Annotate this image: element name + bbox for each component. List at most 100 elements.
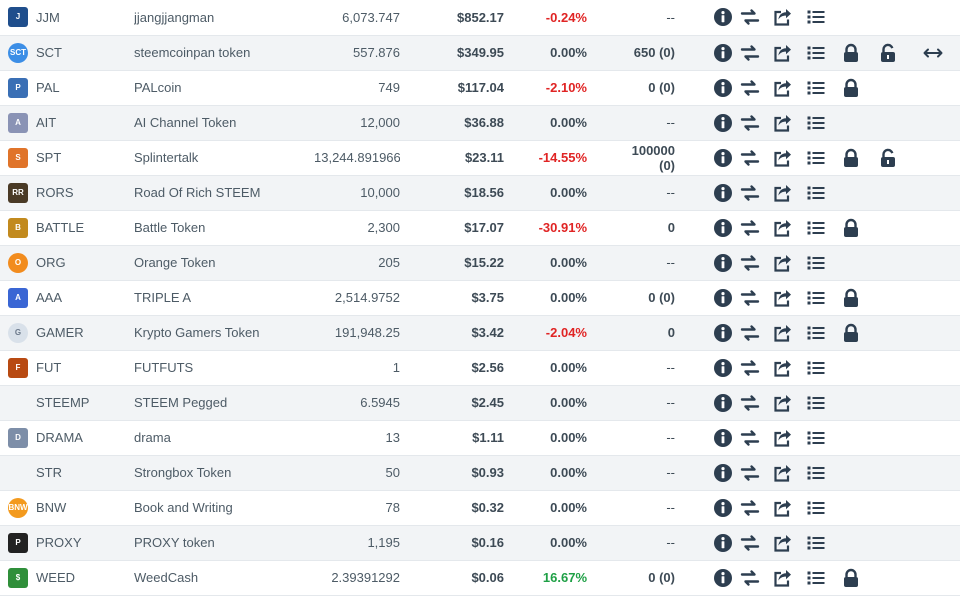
- bnw-token-icon: BNW: [8, 497, 28, 518]
- lock-icon[interactable]: [841, 148, 861, 168]
- swap-icon[interactable]: [740, 183, 760, 203]
- list-icon[interactable]: [806, 113, 826, 133]
- swap-icon[interactable]: [740, 358, 760, 378]
- list-icon[interactable]: [806, 393, 826, 413]
- swap-icon[interactable]: [740, 498, 760, 518]
- info-icon[interactable]: [713, 78, 733, 98]
- token-symbol[interactable]: PAL: [36, 70, 134, 106]
- token-symbol[interactable]: ORG: [36, 245, 134, 281]
- lock-icon[interactable]: [841, 43, 861, 63]
- list-icon[interactable]: [806, 183, 826, 203]
- delegate-icon[interactable]: [923, 43, 943, 63]
- token-symbol[interactable]: GAMER: [36, 315, 134, 351]
- swap-icon[interactable]: [740, 148, 760, 168]
- list-icon[interactable]: [806, 253, 826, 273]
- token-symbol[interactable]: SPT: [36, 140, 134, 176]
- share-icon[interactable]: [773, 288, 793, 308]
- share-icon[interactable]: [773, 253, 793, 273]
- unlock-icon[interactable]: [878, 148, 898, 168]
- token-symbol[interactable]: PROXY: [36, 525, 134, 561]
- share-icon[interactable]: [773, 568, 793, 588]
- info-icon[interactable]: [713, 393, 733, 413]
- list-icon[interactable]: [806, 218, 826, 238]
- token-symbol[interactable]: STEEMP: [36, 385, 134, 421]
- share-icon-cell: [766, 420, 799, 456]
- share-icon[interactable]: [773, 7, 793, 27]
- lock-icon[interactable]: [841, 288, 861, 308]
- swap-icon[interactable]: [740, 78, 760, 98]
- token-symbol[interactable]: AAA: [36, 280, 134, 316]
- token-symbol[interactable]: STR: [36, 455, 134, 491]
- list-icon[interactable]: [806, 43, 826, 63]
- info-icon[interactable]: [713, 463, 733, 483]
- share-icon[interactable]: [773, 533, 793, 553]
- swap-icon[interactable]: [740, 533, 760, 553]
- info-icon[interactable]: [713, 7, 733, 27]
- lock-icon[interactable]: [841, 323, 861, 343]
- share-icon[interactable]: [773, 323, 793, 343]
- info-icon[interactable]: [713, 183, 733, 203]
- share-icon[interactable]: [773, 43, 793, 63]
- token-symbol[interactable]: AIT: [36, 105, 134, 141]
- token-symbol[interactable]: DRAMA: [36, 420, 134, 456]
- swap-icon[interactable]: [740, 323, 760, 343]
- info-icon[interactable]: [713, 113, 733, 133]
- swap-icon[interactable]: [740, 113, 760, 133]
- info-icon[interactable]: [713, 148, 733, 168]
- lock-icon[interactable]: [841, 218, 861, 238]
- swap-icon[interactable]: [740, 218, 760, 238]
- info-icon[interactable]: [713, 498, 733, 518]
- token-symbol[interactable]: SCT: [36, 35, 134, 71]
- token-symbol[interactable]: BNW: [36, 490, 134, 526]
- lock-icon[interactable]: [841, 78, 861, 98]
- token-symbol[interactable]: BATTLE: [36, 210, 134, 246]
- swap-icon[interactable]: [740, 43, 760, 63]
- info-icon[interactable]: [713, 533, 733, 553]
- list-icon-cell: [799, 420, 832, 456]
- share-icon[interactable]: [773, 183, 793, 203]
- swap-icon[interactable]: [740, 463, 760, 483]
- list-icon[interactable]: [806, 148, 826, 168]
- token-symbol[interactable]: RORS: [36, 175, 134, 211]
- share-icon[interactable]: [773, 148, 793, 168]
- swap-icon[interactable]: [740, 7, 760, 27]
- info-icon[interactable]: [713, 218, 733, 238]
- swap-icon[interactable]: [740, 288, 760, 308]
- list-icon[interactable]: [806, 323, 826, 343]
- list-icon[interactable]: [806, 7, 826, 27]
- info-icon[interactable]: [713, 253, 733, 273]
- list-icon[interactable]: [806, 498, 826, 518]
- list-icon[interactable]: [806, 78, 826, 98]
- info-icon[interactable]: [713, 43, 733, 63]
- share-icon[interactable]: [773, 428, 793, 448]
- swap-icon[interactable]: [740, 393, 760, 413]
- info-icon[interactable]: [713, 288, 733, 308]
- swap-icon[interactable]: [740, 428, 760, 448]
- share-icon[interactable]: [773, 463, 793, 483]
- share-icon[interactable]: [773, 113, 793, 133]
- token-symbol[interactable]: JJM: [36, 0, 134, 36]
- unlock-icon[interactable]: [878, 43, 898, 63]
- info-icon[interactable]: [713, 568, 733, 588]
- swap-icon[interactable]: [740, 253, 760, 273]
- list-icon[interactable]: [806, 533, 826, 553]
- list-icon[interactable]: [806, 463, 826, 483]
- info-icon[interactable]: [713, 358, 733, 378]
- table-row: $ WEED WeedCash 2.39391292 $0.06 16.67% 0 (0): [0, 560, 960, 596]
- token-symbol[interactable]: FUT: [36, 350, 134, 386]
- token-name: FUTFUTS: [134, 350, 314, 386]
- share-icon[interactable]: [773, 498, 793, 518]
- lock-icon[interactable]: [841, 568, 861, 588]
- list-icon[interactable]: [806, 428, 826, 448]
- share-icon[interactable]: [773, 358, 793, 378]
- list-icon[interactable]: [806, 568, 826, 588]
- info-icon[interactable]: [713, 323, 733, 343]
- list-icon[interactable]: [806, 358, 826, 378]
- share-icon[interactable]: [773, 218, 793, 238]
- share-icon[interactable]: [773, 78, 793, 98]
- token-symbol[interactable]: WEED: [36, 560, 134, 596]
- list-icon[interactable]: [806, 288, 826, 308]
- share-icon[interactable]: [773, 393, 793, 413]
- info-icon[interactable]: [713, 428, 733, 448]
- swap-icon[interactable]: [740, 568, 760, 588]
